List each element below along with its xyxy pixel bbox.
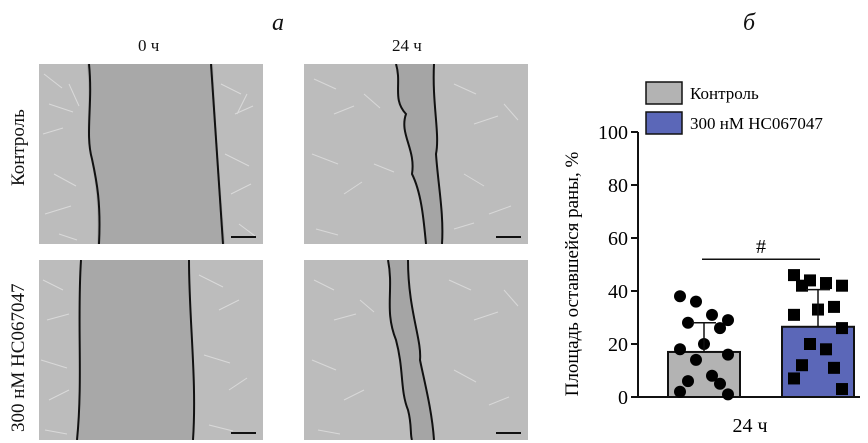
legend-swatch — [645, 111, 683, 135]
data-point — [788, 372, 800, 385]
data-point — [722, 388, 734, 401]
data-point — [682, 316, 694, 329]
x-axis-category-label: 24 ч — [732, 415, 767, 437]
micrograph-hc067047-0h — [39, 260, 263, 440]
significance-marker: # — [756, 236, 766, 258]
data-point — [796, 279, 808, 292]
y-tick-label: 0 — [618, 387, 628, 409]
row-label-control: Контроль — [8, 109, 29, 186]
row-label-hc067047: 300 нМ HC067047 — [8, 283, 29, 432]
data-point — [674, 290, 686, 303]
y-tick-label: 20 — [608, 334, 628, 356]
data-point — [788, 269, 800, 282]
data-point — [828, 361, 840, 374]
data-point — [788, 308, 800, 321]
data-point — [836, 383, 848, 396]
data-point — [836, 279, 848, 292]
data-point — [836, 322, 848, 335]
column-label-24h: 24 ч — [392, 36, 422, 55]
legend-swatch — [645, 81, 683, 105]
data-point — [706, 369, 718, 382]
data-point — [820, 343, 832, 356]
data-point — [674, 343, 686, 356]
data-point — [804, 338, 816, 350]
data-point — [796, 359, 808, 372]
y-tick-label: 100 — [598, 122, 628, 144]
data-point — [690, 353, 702, 366]
y-axis-label: Площадь оставшейся раны, % — [562, 152, 583, 397]
micrograph-hc067047-24h — [304, 260, 528, 440]
data-point — [828, 300, 840, 313]
data-point — [714, 377, 726, 390]
y-tick-label: 60 — [608, 228, 628, 250]
y-tick-label: 40 — [608, 281, 628, 303]
column-label-0h: 0 ч — [138, 36, 160, 55]
data-point — [674, 385, 686, 398]
legend-label: Контроль — [690, 84, 759, 103]
wound-area-bar-chart: Площадь оставшейся раны, % 020406080100 … — [562, 81, 860, 437]
micrograph-control-24h — [304, 64, 528, 244]
micrograph-control-0h — [39, 64, 263, 244]
legend-label: 300 нМ HC067047 — [690, 114, 823, 133]
data-point — [722, 314, 734, 327]
data-point — [714, 322, 726, 335]
data-point — [820, 277, 832, 290]
data-point — [722, 348, 734, 361]
data-point — [706, 308, 718, 321]
data-point — [690, 295, 702, 308]
y-tick-label: 80 — [608, 175, 628, 197]
panel-b-label: б — [743, 10, 756, 36]
data-point — [682, 375, 694, 388]
panel-a-label: а — [272, 10, 284, 36]
